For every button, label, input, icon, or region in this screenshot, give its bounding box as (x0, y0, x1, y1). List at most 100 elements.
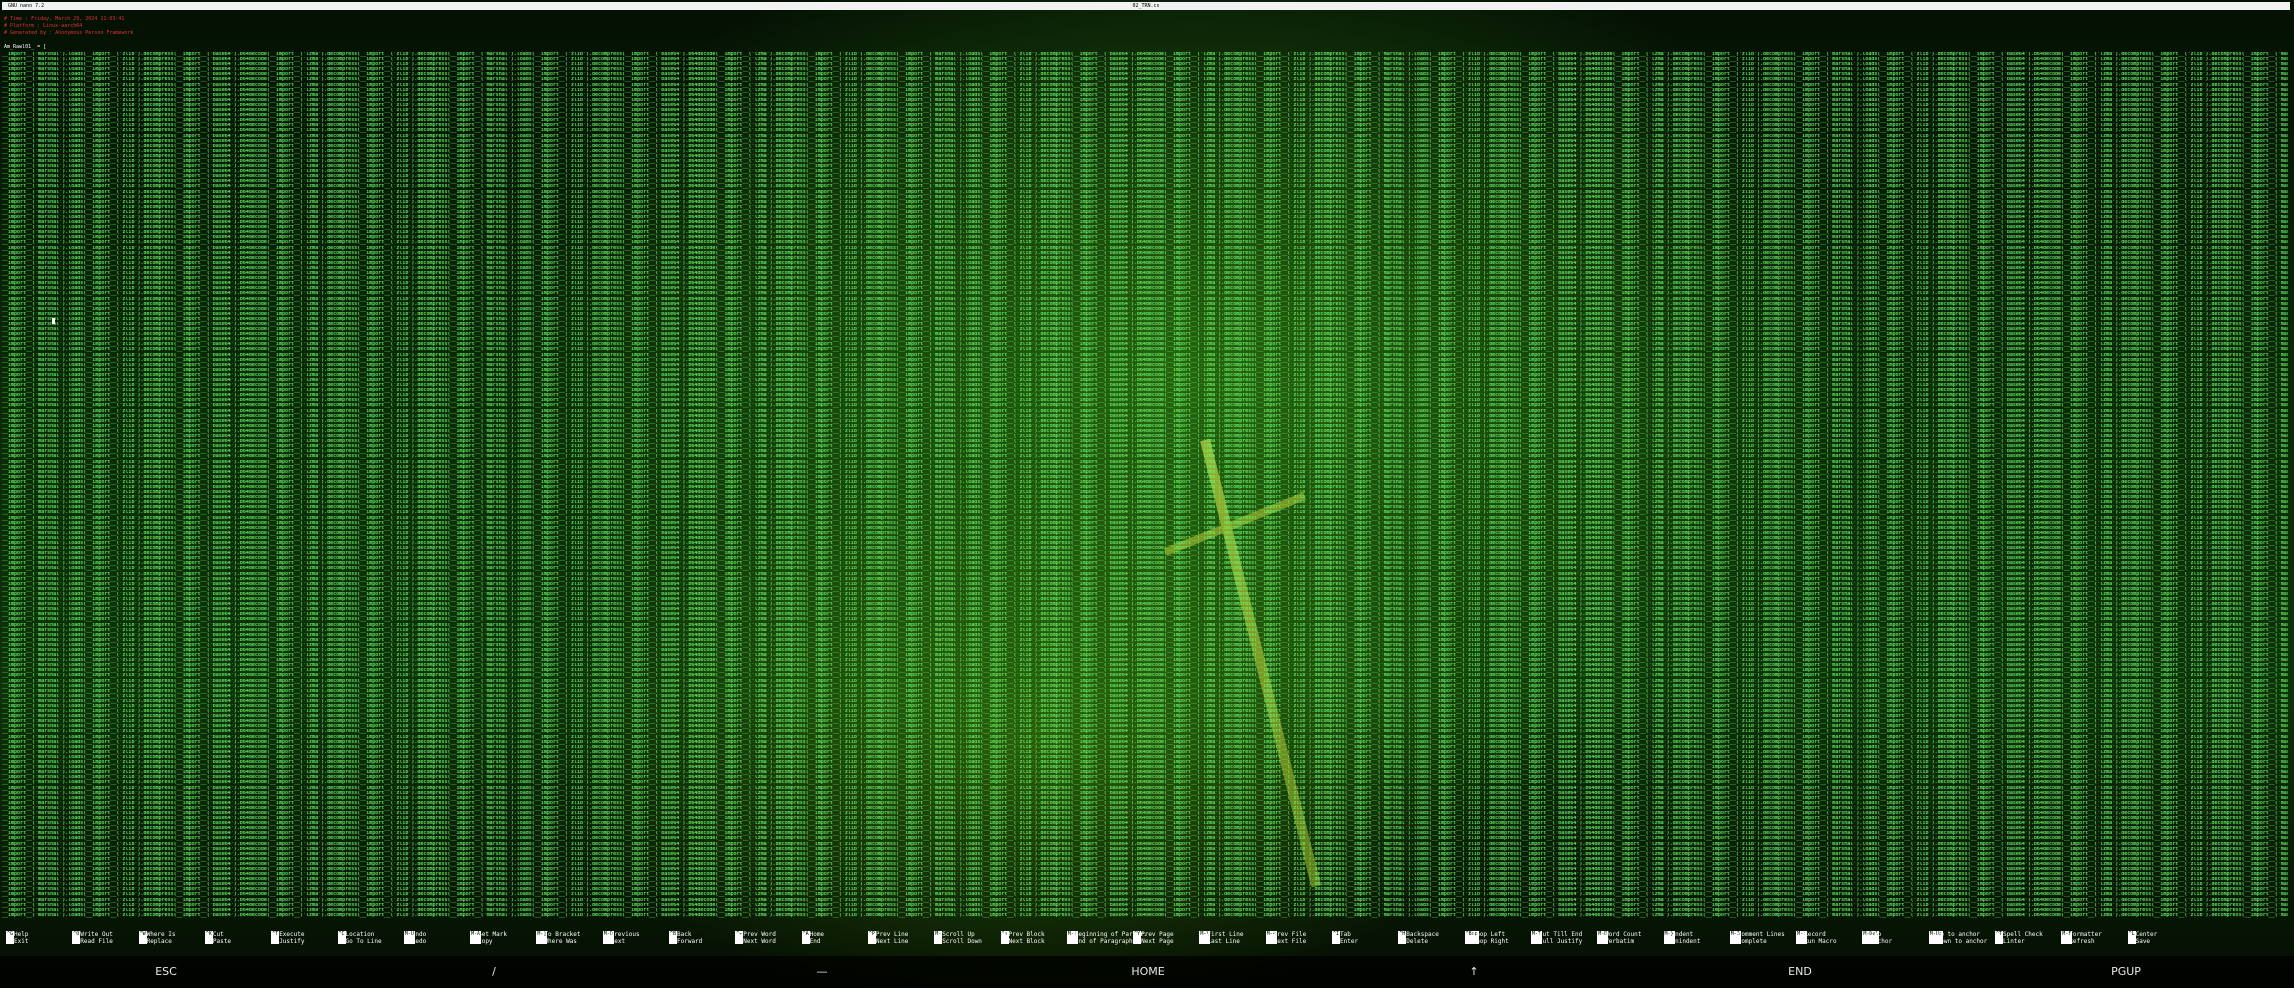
shortcut-item[interactable]: M-A Set Mark Copy (466, 930, 532, 952)
code-line: __import__('marshal').loads(__import__('… (2, 581, 2288, 587)
comment-line-generated: # Generated by : Anonymous Person Framew… (4, 30, 134, 36)
shortcut-item[interactable]: ^P Prev Line Next Line (864, 930, 930, 952)
code-line: __import__('marshal').loads(__import__('… (2, 378, 2288, 383)
shortcut-item[interactable]: ^H Backspace Delete (1394, 930, 1460, 952)
shortcut-item[interactable]: M-(Beginning of Paragr. End of Paragraph (1063, 930, 1147, 952)
pgup-key[interactable]: PGUP (2111, 965, 2141, 978)
end-key[interactable]: END (1788, 965, 1812, 978)
code-line: __import__('marshal').loads(__import__('… (2, 225, 2288, 231)
code-line: __import__('marshal').loads(__import__('… (2, 82, 2288, 88)
code-line: __import__('marshal').loads(__import__('… (2, 271, 2288, 277)
shortcut-item[interactable]: M-D Word Count Verbatim (1593, 930, 1659, 952)
shortcut-label-bottom: Redo (411, 938, 427, 945)
code-line: __import__('marshal').loads(__import__('… (2, 775, 2288, 781)
shortcut-item[interactable]: ^G Help Exit (2, 930, 68, 952)
code-line: __import__('marshal').loads(__import__('… (2, 474, 2288, 480)
shortcut-key: ^B (669, 931, 678, 944)
code-editor-area[interactable]: __import__('marshal').loads(__import__('… (2, 52, 2288, 920)
shortcut-label-bottom: Down to anchor (1936, 938, 1988, 945)
shortcut-label-bottom: Forward (677, 938, 703, 945)
code-line: __import__('marshal').loads(__import__('… (2, 734, 2288, 740)
shortcut-label-bottom: Read File (80, 938, 113, 945)
shortcut-key: M-Del (1862, 931, 1880, 944)
shortcut-item[interactable]: ^↑ Prev Block Next Block (997, 930, 1063, 952)
shortcut-key: ^← (735, 931, 744, 944)
shortcut-item[interactable]: M-Up Up to anchor Down to anchor (1925, 930, 1991, 952)
shortcut-item[interactable]: ^← Prev Word Next Word (731, 930, 797, 952)
shortcut-item[interactable]: ^I Tab Enter (1328, 930, 1394, 952)
shortcut-item[interactable]: M-\ First Line Last Line (1195, 930, 1261, 952)
shortcut-label-bottom: Refresh (2069, 938, 2095, 945)
shortcut-label-top: Prev Block (1008, 931, 1045, 938)
shortcut-item[interactable]: ^A Home End (798, 930, 864, 952)
code-line: __import__('marshal').loads(__import__('… (2, 428, 2288, 434)
shortcut-item[interactable]: M- Scroll Up Scroll Down (930, 930, 996, 952)
shortcut-item[interactable]: ^Y Prev Page Next Page (1129, 930, 1195, 952)
shortcut-key: M-\ (1199, 931, 1211, 944)
code-line: __import__('marshal').loads(__import__('… (2, 546, 2288, 552)
code-line: __import__('marshal').loads(__import__('… (2, 189, 2288, 195)
dash-key[interactable]: — (816, 965, 828, 978)
slash-key[interactable]: / (492, 965, 496, 978)
shortcut-item[interactable]: ^O Write Out Read File (68, 930, 134, 952)
shortcut-item[interactable]: M-: Record Run Macro (1792, 930, 1858, 952)
shortcut-label-top: Execute (279, 931, 305, 938)
shortcut-label-bottom: End (809, 938, 821, 945)
up-arrow-key[interactable]: ↑ (1469, 965, 1479, 978)
shortcut-key: M-A (470, 931, 482, 944)
shortcut-key: ^A (801, 931, 810, 944)
shortcut-item[interactable]: ^K Cut Paste (201, 930, 267, 952)
code-line: __import__('marshal').loads(__import__('… (2, 306, 2288, 312)
code-line: __import__('marshal').loads(__import__('… (2, 52, 2288, 57)
shortcut-item[interactable]: ^C Location Go To Line (334, 930, 400, 952)
shortcut-item[interactable]: M-Q Previous Next (599, 930, 665, 952)
shortcut-key: ^K (204, 931, 213, 944)
shortcut-label-top: Center (2135, 931, 2158, 938)
shortcut-label-bottom: Next Line (875, 938, 909, 945)
shortcut-item[interactable]: M-3 Comment Lines Complete (1726, 930, 1792, 952)
code-line: __import__('marshal').loads(__import__('… (2, 403, 2288, 409)
code-line: __import__('marshal').loads(__import__('… (2, 658, 2288, 664)
shortcut-key: M-T (1530, 931, 1542, 944)
esc-key[interactable]: ESC (155, 965, 177, 978)
shortcut-item[interactable]: ^B Back Forward (665, 930, 731, 952)
shortcut-label-top: Cut (212, 931, 224, 938)
shortcut-item[interactable]: ^L Center Save (2124, 930, 2190, 952)
shortcut-label-bottom: Replace (146, 938, 172, 945)
shortcut-key: M-U (403, 931, 415, 944)
shortcut-item[interactable]: M-T Cut Till End Full Justify (1527, 930, 1593, 952)
shortcut-key: M-Up (1928, 931, 1943, 944)
code-line: __import__('marshal').loads(__import__('… (2, 780, 2288, 786)
code-line: __import__('marshal').loads(__import__('… (2, 123, 2288, 129)
shortcut-label-bottom: Enter (1340, 938, 1359, 945)
code-line: __import__('marshal').loads(__import__('… (2, 72, 2288, 78)
shortcut-item[interactable]: M-Del Zap Anchor (1858, 930, 1924, 952)
code-line: __import__('marshal').loads(__import__('… (2, 861, 2288, 867)
shortcut-item[interactable]: M-< Prev File Next File (1262, 930, 1328, 952)
comment-line-time: # Time : Friday, March 29, 2024 11:03:41 (4, 16, 125, 22)
shortcut-label-top: First Line (1207, 931, 1244, 938)
shortcut-item[interactable]: M-] To Bracket Where Was (532, 930, 598, 952)
shortcut-item[interactable]: M-U Undo Redo (400, 930, 466, 952)
code-line: __import__('marshal').loads(__import__('… (2, 790, 2288, 796)
code-line: __import__('marshal').loads(__import__('… (2, 612, 2288, 618)
shortcut-item[interactable]: ^Bsp Chop Left Chop Right (1461, 930, 1527, 952)
shortcut-item[interactable]: M-} Indent Unindent (1660, 930, 1726, 952)
shortcut-item[interactable]: M-F Formatter Refresh (2057, 930, 2123, 952)
shortcut-item[interactable]: ^T Execute Justify (267, 930, 333, 952)
code-line: __import__('marshal').loads(__import__('… (2, 602, 2288, 608)
shortcut-label-bottom: Next File (1273, 938, 1307, 945)
shortcut-label-bottom: Next (610, 938, 626, 945)
shortcut-key: M- (934, 931, 943, 944)
shortcut-label-bottom: Next Block (1008, 938, 1045, 945)
shortcut-item[interactable]: ^W Where Is Replace (135, 930, 201, 952)
shortcut-item[interactable]: ^T Spell Check Linter (1991, 930, 2057, 952)
code-line: __import__('marshal').loads(__import__('… (2, 245, 2288, 251)
virtual-key-bar: ESC / — HOME ↑ END PGUP (0, 956, 2294, 988)
shortcut-bar: ^G Help Exit ^O Write Out Read File ^W Where Is… (0, 930, 2294, 952)
shortcut-label-top: Spell Check (2003, 931, 2043, 938)
code-line: __import__('marshal').loads(__import__('… (2, 617, 2288, 623)
code-line: __import__('marshal').loads(__import__('… (2, 765, 2288, 771)
file-name: 02_TRN.cs (1132, 3, 1160, 9)
home-key[interactable]: HOME (1131, 965, 1165, 978)
